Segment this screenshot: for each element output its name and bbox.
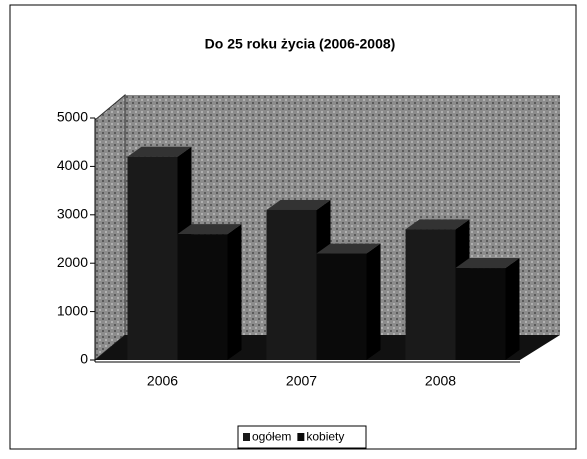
y-tick-label: 2000 xyxy=(57,254,88,270)
bar xyxy=(455,268,506,360)
bar xyxy=(316,253,367,360)
bar-top xyxy=(177,224,242,235)
chart-title: Do 25 roku życia (2006-2008) xyxy=(205,36,396,52)
bar xyxy=(177,234,228,360)
bar-top xyxy=(316,243,381,254)
y-tick-label: 5000 xyxy=(57,109,88,125)
y-tick-label: 4000 xyxy=(57,157,88,173)
bar-top xyxy=(266,199,331,210)
legend-swatch xyxy=(297,433,305,441)
bar xyxy=(405,229,456,360)
bar xyxy=(266,209,317,360)
x-tick-label: 2006 xyxy=(147,373,178,389)
legend-swatch xyxy=(243,433,250,441)
y-tick-label: 0 xyxy=(80,351,88,367)
bar-top xyxy=(405,219,470,230)
legend-label: kobiety xyxy=(306,430,344,444)
bar-top xyxy=(455,258,520,269)
bar xyxy=(127,156,178,360)
x-tick-label: 2008 xyxy=(425,373,456,389)
legend-label: ogółem xyxy=(252,430,291,444)
bar-side xyxy=(227,224,242,360)
bar-side xyxy=(505,258,520,360)
x-tick-label: 2007 xyxy=(286,373,317,389)
side-wall xyxy=(94,93,126,362)
y-tick-label: 3000 xyxy=(57,206,88,222)
y-tick-label: 1000 xyxy=(57,302,88,318)
bar-top xyxy=(127,146,192,157)
bar-side xyxy=(366,243,381,360)
